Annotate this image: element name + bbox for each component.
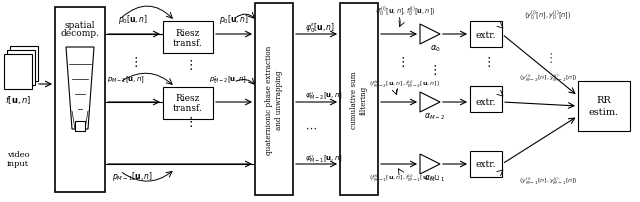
Text: Riesz: Riesz: [176, 28, 200, 37]
Text: $p_{M-2}[\mathbf{u},n]$: $p_{M-2}[\mathbf{u},n]$: [107, 74, 145, 85]
Text: $\cdots$: $\cdots$: [305, 122, 317, 132]
Text: extr.: extr.: [476, 98, 496, 107]
Text: quaternionic phase extraction
and unwrapping: quaternionic phase extraction and unwrap…: [266, 45, 283, 154]
Bar: [163, 22, 213, 54]
Text: Riesz: Riesz: [176, 94, 200, 103]
Text: $p_{M-1}[\mathbf{u},n]$: $p_{M-1}[\mathbf{u},n]$: [113, 170, 154, 183]
Text: $f[\mathbf{u},n]$: $f[\mathbf{u},n]$: [5, 94, 31, 105]
Text: input: input: [7, 159, 29, 167]
Text: $\vdots$: $\vdots$: [184, 115, 193, 128]
Text: $(f_{M-2}^{(i)}[\mathbf{u},n], f_{M-2}^{(j)}[\mathbf{u},n])$: $(f_{M-2}^{(i)}[\mathbf{u},n], f_{M-2}^{…: [369, 78, 440, 89]
Text: video: video: [6, 150, 29, 158]
Text: transf.: transf.: [173, 38, 203, 47]
Text: $\varphi_{M-1}''[\mathbf{u},n]$: $\varphi_{M-1}''[\mathbf{u},n]$: [305, 153, 343, 165]
Text: $\vdots$: $\vdots$: [184, 58, 193, 72]
Bar: [340, 4, 378, 195]
Text: $p_{M-2}[\mathbf{u},n]$: $p_{M-2}[\mathbf{u},n]$: [209, 74, 247, 85]
Bar: [10, 47, 38, 82]
Text: $(y_{M-1}^{(i)}[n],y_{M-1}^{(j)}[n])$: $(y_{M-1}^{(i)}[n],y_{M-1}^{(j)}[n])$: [518, 174, 577, 186]
Text: $\vdots$: $\vdots$: [129, 55, 138, 69]
Text: $\vdots$: $\vdots$: [481, 55, 490, 69]
Text: $\vdots$: $\vdots$: [543, 51, 552, 65]
Text: $(y_0^{(i)}[n],y_0^{(j)}[n])$: $(y_0^{(i)}[n],y_0^{(j)}[n])$: [524, 9, 572, 23]
Polygon shape: [420, 25, 440, 45]
Text: $\alpha_0$: $\alpha_0$: [429, 44, 440, 54]
Text: $\alpha_{M-2}$: $\alpha_{M-2}$: [424, 111, 445, 122]
Text: extr.: extr.: [476, 30, 496, 39]
Bar: [470, 22, 502, 48]
Bar: [578, 82, 630, 131]
Polygon shape: [420, 93, 440, 113]
Text: cumulative sum
filtering: cumulative sum filtering: [351, 71, 367, 128]
Bar: [470, 151, 502, 177]
Bar: [470, 87, 502, 113]
Bar: [7, 51, 35, 86]
Text: $\varphi_{M-2}''[\mathbf{u},n]$: $\varphi_{M-2}''[\mathbf{u},n]$: [305, 90, 343, 102]
Bar: [4, 55, 32, 89]
Polygon shape: [420, 154, 440, 174]
Text: estim.: estim.: [589, 108, 619, 117]
Text: $\vdots$: $\vdots$: [210, 74, 216, 85]
Text: $(f_{M-1}^{(i)}[\mathbf{u},n], f_{M-1}^{(j)}[\mathbf{u},n])$: $(f_{M-1}^{(i)}[\mathbf{u},n], f_{M-1}^{…: [369, 171, 440, 183]
Text: transf.: transf.: [173, 104, 203, 113]
Bar: [75, 121, 85, 131]
Text: $\vdots$: $\vdots$: [428, 63, 436, 77]
Text: $\alpha_{M-1}$: $\alpha_{M-1}$: [424, 173, 445, 183]
Text: $(f_0^{(i)}[\mathbf{u},n], f_0^{(j)}[\mathbf{u},n])$: $(f_0^{(i)}[\mathbf{u},n], f_0^{(j)}[\ma…: [374, 5, 435, 19]
Bar: [255, 4, 293, 195]
Polygon shape: [66, 48, 94, 129]
Text: $p_0[\mathbf{u},n]$: $p_0[\mathbf{u},n]$: [219, 13, 249, 25]
Text: $(y_{M-2}^{(i)}[n],y_{M-2}^{(j)}[n])$: $(y_{M-2}^{(i)}[n],y_{M-2}^{(j)}[n])$: [518, 72, 577, 83]
Text: extr.: extr.: [476, 160, 496, 169]
Text: $\varphi_0''[\mathbf{u},n]$: $\varphi_0''[\mathbf{u},n]$: [305, 21, 335, 35]
Text: spatial: spatial: [65, 20, 95, 29]
Bar: [163, 87, 213, 119]
Text: $p_0[\mathbf{u},n]$: $p_0[\mathbf{u},n]$: [118, 13, 148, 25]
Bar: [55, 8, 105, 192]
Text: RR: RR: [596, 96, 611, 105]
Text: $\vdots$: $\vdots$: [396, 55, 404, 69]
Text: decomp.: decomp.: [61, 29, 99, 38]
